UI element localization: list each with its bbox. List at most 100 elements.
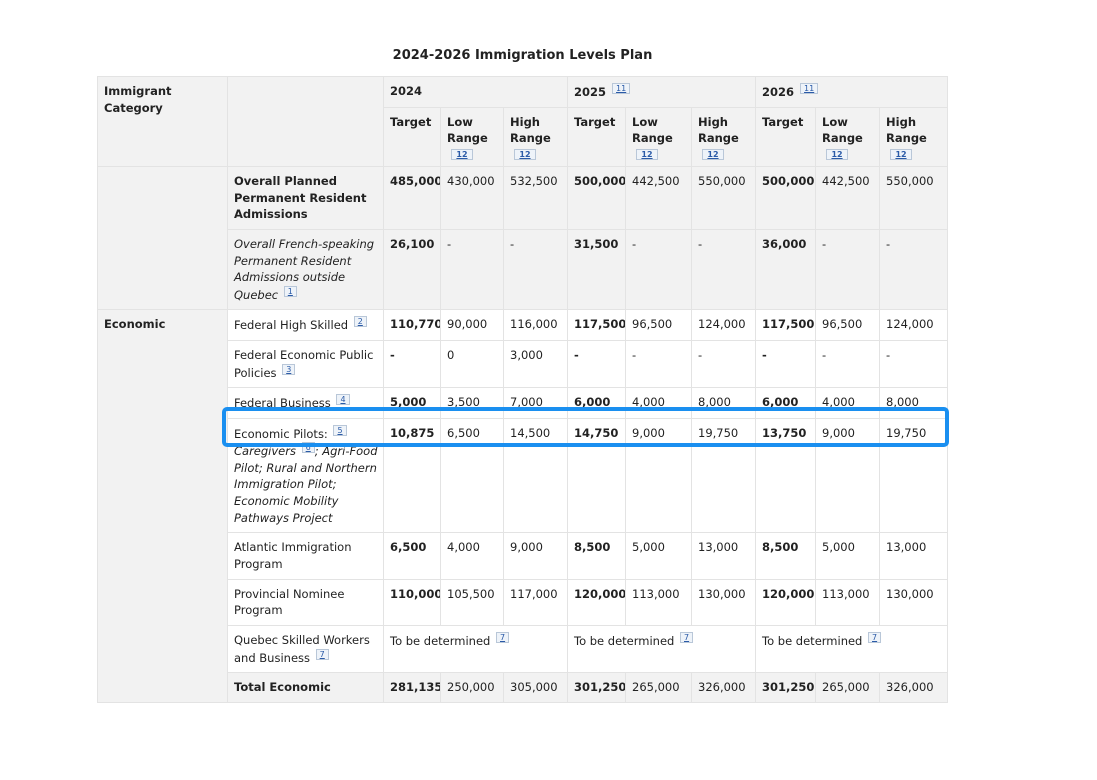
table-cell: 9,000 [503, 532, 568, 580]
table-cell: 326,000 [879, 672, 949, 703]
year-header-2025: 2025 11 [566, 76, 757, 108]
table-cell: - [815, 228, 881, 311]
row-label: Total Economic [227, 672, 384, 703]
row-label: Overall Planned Permanent Resident Admis… [227, 165, 384, 230]
table-cell: 120,000 [567, 578, 626, 626]
footnote-link[interactable]: 3 [282, 363, 296, 375]
table-cell: 6,500 [383, 532, 441, 580]
table-cell: 5,000 [625, 532, 692, 580]
table-cell: 5,000 [815, 532, 881, 580]
footnote-link[interactable]: 12 [890, 148, 913, 160]
table-cell: - [879, 339, 949, 389]
table-cell: 3,000 [503, 339, 568, 389]
table-cell: 485,000 [383, 165, 441, 230]
table-cell: 265,000 [625, 672, 692, 703]
row-label: Federal High Skilled 2 [227, 309, 384, 341]
tbd-cell: To be determined 7 [755, 624, 949, 674]
year-header-2026: 2026 11 [755, 76, 949, 108]
table-cell: 442,500 [625, 165, 692, 230]
table-row: Provincial Nominee Program 110,000 105,5… [98, 578, 949, 626]
table-cell: 130,000 [879, 578, 949, 626]
table-cell: 13,000 [690, 532, 757, 580]
table-cell: 305,000 [503, 672, 568, 703]
tbd-cell: To be determined 7 [566, 624, 757, 674]
footnote-link[interactable]: 1 [283, 285, 297, 297]
table-cell: 130,000 [690, 578, 757, 626]
table-cell: - [625, 339, 692, 389]
footnote-link[interactable]: 2 [353, 316, 367, 328]
table-cell: 120,000 [755, 578, 817, 626]
target-header: Target [755, 106, 817, 167]
footnote-link[interactable]: 7 [496, 631, 510, 643]
table-cell: 4,000 [440, 532, 504, 580]
footnote-link[interactable]: 7 [868, 631, 882, 643]
table-cell: 550,000 [690, 165, 757, 230]
table-cell: 105,500 [440, 578, 504, 626]
table-cell: 4,000 [815, 387, 881, 419]
table-cell: - [755, 339, 817, 389]
table-cell: 442,500 [815, 165, 881, 230]
footnote-link[interactable]: 12 [451, 148, 473, 160]
table-cell: 117,000 [503, 578, 568, 626]
table-cell: 96,500 [625, 309, 692, 341]
table-cell: - [815, 339, 881, 389]
tbd-cell: To be determined 7 [383, 624, 568, 674]
footnote-link[interactable]: 4 [336, 394, 350, 406]
table-cell: - [503, 228, 568, 311]
row-label: Atlantic Immigration Program [227, 532, 384, 580]
target-header: Target [567, 106, 626, 167]
footnote-link[interactable]: 7 [315, 648, 329, 660]
low-range-header: Low Range 12 [815, 106, 881, 167]
row-label: Provincial Nominee Program [227, 578, 384, 626]
table-cell: 8,500 [755, 532, 817, 580]
table-cell: 26,100 [383, 228, 441, 311]
category-economic: Economic [97, 309, 228, 703]
category-header: Immigrant Category [97, 76, 228, 167]
table-cell: 0 [440, 339, 504, 389]
subcategory-header [227, 76, 384, 167]
table-cell: 13,750 [755, 417, 817, 534]
table-cell: 90,000 [440, 309, 504, 341]
table-cell: 124,000 [879, 309, 949, 341]
low-range-header: Low Range 12 [440, 106, 504, 167]
footnote-link[interactable]: 11 [800, 83, 819, 94]
footnote-link[interactable]: 12 [826, 148, 849, 160]
table-cell: 110,000 [383, 578, 441, 626]
table-cell: 8,500 [567, 532, 626, 580]
table-cell: 326,000 [690, 672, 757, 703]
table-cell: 8,000 [690, 387, 757, 419]
table-cell: - [690, 339, 757, 389]
table-cell: 532,500 [503, 165, 568, 230]
table-cell: 113,000 [815, 578, 881, 626]
row-label: Federal Economic Public Policies 3 [227, 339, 384, 389]
footnote-link[interactable]: 7 [680, 631, 694, 643]
table-cell: 265,000 [815, 672, 881, 703]
table-row: Quebec Skilled Workers and Business 7 To… [98, 624, 949, 674]
footnote-link[interactable]: 12 [636, 148, 658, 160]
table-cell: 301,250 [567, 672, 626, 703]
table-row: Overall French-speaking Permanent Reside… [98, 228, 949, 311]
table-cell: 117,500 [755, 309, 817, 341]
footnote-link[interactable]: 5 [333, 424, 347, 436]
footnote-link[interactable]: 12 [514, 148, 536, 160]
table-cell: 31,500 [567, 228, 626, 311]
table-cell: 19,750 [690, 417, 757, 534]
category-cell [97, 165, 228, 311]
footnote-link[interactable]: 12 [702, 148, 724, 160]
table-cell: 19,750 [879, 417, 949, 534]
range-header-row: Target Low Range 12 High Range 12 Target L… [98, 106, 949, 167]
table-cell: 430,000 [440, 165, 504, 230]
table-row: Economic Pilots: 5 Caregivers 6; Agri-Foo… [98, 417, 949, 534]
table-cell: 7,000 [503, 387, 568, 419]
table-cell: - [383, 339, 441, 389]
footnote-link[interactable]: 11 [612, 83, 631, 94]
table-cell: 116,000 [503, 309, 568, 341]
footnote-link[interactable]: 6 [301, 442, 315, 454]
table-cell: 36,000 [755, 228, 817, 311]
table-row: Economic Federal High Skilled 2 110,770 … [97, 309, 949, 703]
low-range-header: Low Range 12 [625, 106, 692, 167]
target-header: Target [383, 106, 441, 167]
table-cell: 14,500 [503, 417, 568, 534]
row-label: Quebec Skilled Workers and Business 7 [227, 624, 384, 674]
table-cell: 9,000 [625, 417, 692, 534]
